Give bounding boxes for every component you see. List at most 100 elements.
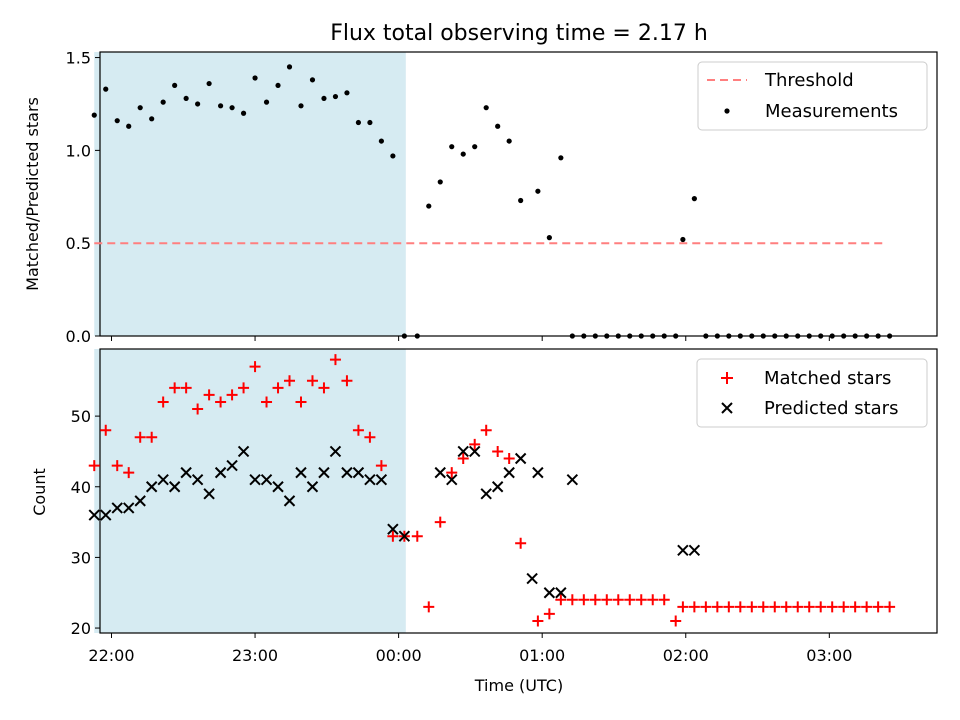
measurement-point — [749, 333, 755, 339]
matched-star-point — [624, 594, 636, 606]
matched-star-point — [566, 594, 578, 606]
predicted-star-point — [283, 495, 296, 507]
matched-star-point — [826, 601, 838, 613]
measurement-point — [806, 333, 812, 339]
measurement-point — [875, 333, 881, 339]
matched-star-point — [306, 375, 318, 387]
matched-star-point — [612, 594, 624, 606]
measurement-point — [703, 333, 709, 339]
matched-star-point — [757, 601, 769, 613]
measurement-point — [172, 82, 178, 89]
measurement-point — [841, 333, 847, 339]
matched-star-point — [238, 382, 250, 394]
measurement-point — [852, 333, 858, 339]
matched-star-point — [515, 537, 527, 549]
observing-window-shade — [94, 52, 406, 336]
predicted-star-point — [688, 544, 701, 557]
measurement-point — [449, 144, 455, 150]
measurement-point — [691, 196, 697, 202]
legend-predicted-swatch — [721, 402, 733, 414]
matched-star-point — [555, 594, 567, 606]
matched-star-point — [134, 431, 146, 443]
matched-star-point — [180, 382, 192, 394]
measurement-point — [661, 333, 667, 339]
matched-star-point — [532, 615, 544, 627]
measurement-point — [546, 235, 552, 241]
legend-matched-swatch — [721, 372, 733, 384]
axes-frame — [99, 51, 938, 337]
measurement-point — [472, 144, 478, 150]
legend-box-top — [697, 61, 928, 131]
matched-star-point — [884, 601, 896, 613]
measurement-point — [772, 333, 778, 339]
legend-measurements-label: Measurements — [765, 101, 898, 122]
axes-frame — [99, 348, 938, 634]
predicted-star-point — [364, 473, 376, 486]
measurement-point — [650, 333, 656, 339]
x-tick-label: 03:00 — [806, 646, 852, 665]
measurement-point — [627, 333, 633, 339]
matched-star-point — [503, 453, 515, 465]
x-tick-label: 01:00 — [519, 646, 565, 665]
legend-matched-label: Matched stars — [764, 368, 891, 389]
measurement-point — [367, 119, 373, 126]
predicted-star-point — [191, 473, 204, 486]
predicted-star-point — [168, 481, 181, 493]
matched-star-point — [635, 594, 647, 606]
count-panel: 20 30 40 50 Matched stars Predicted stars — [71, 348, 938, 638]
predicted-star-point — [214, 466, 227, 479]
legend-box-bottom — [696, 358, 928, 428]
measurement-point — [275, 82, 281, 89]
predicted-star-point — [398, 530, 411, 542]
predicted-star-point — [145, 481, 158, 493]
y-tick-label: 0.5 — [66, 234, 91, 253]
predicted-star-point — [88, 509, 100, 521]
measurement-point — [726, 333, 732, 339]
predicted-star-point — [226, 459, 238, 472]
predicted-star-point — [503, 466, 515, 479]
predicted-star-point — [123, 502, 135, 514]
matched-star-point — [329, 354, 341, 366]
measurement-point — [252, 75, 258, 81]
matched-star-point — [411, 530, 423, 542]
legend-threshold-label: Threshold — [764, 70, 854, 91]
matched-star-point — [352, 424, 364, 436]
measurement-point — [558, 155, 564, 161]
measurement-point — [437, 179, 443, 185]
matched-star-point — [88, 460, 100, 472]
predicted-star-point — [295, 466, 307, 479]
measurement-point — [518, 197, 524, 204]
y-tick-label: 1.5 — [66, 49, 91, 68]
matched-star-point — [658, 594, 670, 606]
measurement-point — [638, 333, 644, 339]
matched-star-point — [364, 431, 376, 443]
y-tick-label: 40 — [71, 478, 91, 497]
y-tick-label: 0.0 — [66, 327, 91, 346]
measurement-point — [390, 153, 396, 159]
measurement-point — [495, 123, 501, 129]
x-axis-label: Time (UTC) — [474, 676, 563, 695]
measurement-point — [592, 333, 598, 339]
x-tick-labels: 22:00 23:00 00:00 01:00 02:00 03:00 — [88, 646, 852, 665]
predicted-star-point — [457, 445, 469, 458]
predicted-star-point — [352, 466, 365, 479]
matched-star-point — [446, 467, 458, 479]
predicted-star-point — [469, 445, 481, 458]
measurement-point — [569, 333, 575, 339]
measurement-point — [160, 99, 166, 105]
predicted-star-point — [100, 509, 112, 521]
matched-star-point — [318, 382, 330, 394]
matched-star-point — [601, 594, 613, 606]
measurement-point — [378, 138, 384, 144]
matched-star-point — [734, 601, 746, 613]
predicted-star-point — [318, 466, 330, 479]
matched-star-point — [203, 389, 215, 401]
matched-star-point — [423, 601, 435, 613]
ratio-panel: 0.0 0.5 1.0 1.5 Threshold Measurements — [66, 49, 938, 346]
matched-star-point — [723, 601, 735, 613]
matched-star-point — [578, 594, 590, 606]
y-axis-label-top: Matched/Predicted stars — [23, 97, 42, 291]
y-axis-label-bottom: Count — [30, 468, 49, 516]
matched-star-point — [169, 382, 181, 394]
predicted-star-point — [237, 445, 250, 458]
